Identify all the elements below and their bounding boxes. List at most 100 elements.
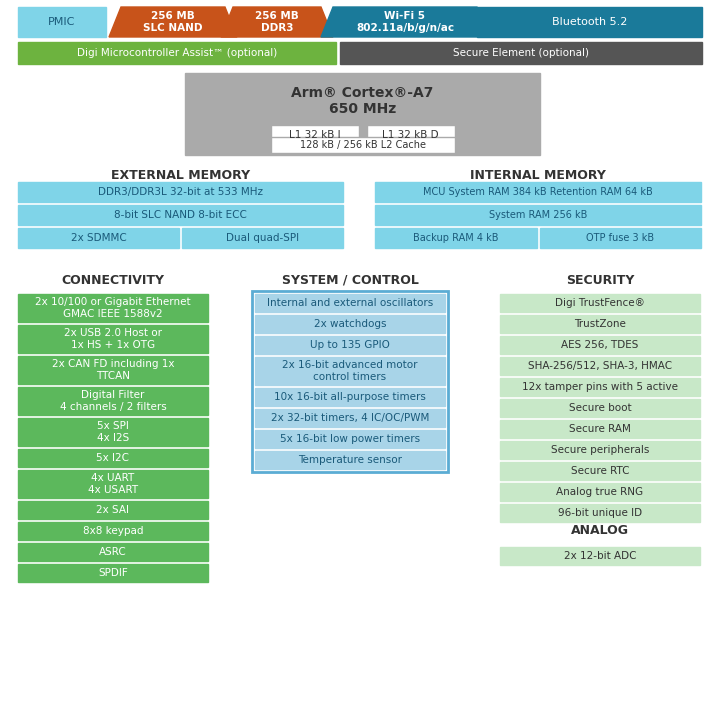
FancyBboxPatch shape — [18, 7, 106, 37]
FancyBboxPatch shape — [271, 137, 454, 153]
FancyBboxPatch shape — [500, 462, 700, 480]
FancyBboxPatch shape — [500, 420, 700, 438]
FancyBboxPatch shape — [18, 470, 208, 498]
FancyBboxPatch shape — [340, 42, 702, 64]
Text: Arm® Cortex®-A7: Arm® Cortex®-A7 — [292, 86, 433, 100]
FancyBboxPatch shape — [500, 483, 700, 501]
FancyBboxPatch shape — [18, 418, 208, 446]
Text: OTP fuse 3 kB: OTP fuse 3 kB — [586, 233, 654, 243]
FancyBboxPatch shape — [500, 547, 700, 565]
FancyBboxPatch shape — [255, 430, 445, 448]
FancyBboxPatch shape — [500, 294, 700, 312]
Text: 8-bit SLC NAND 8-bit ECC: 8-bit SLC NAND 8-bit ECC — [114, 210, 247, 220]
FancyBboxPatch shape — [255, 315, 445, 333]
FancyBboxPatch shape — [18, 294, 208, 322]
Text: 2x CAN FD including 1x
TTCAN: 2x CAN FD including 1x TTCAN — [52, 359, 174, 381]
Text: Secure boot: Secure boot — [569, 403, 631, 413]
FancyBboxPatch shape — [255, 388, 445, 406]
Text: Temperature sensor: Temperature sensor — [298, 455, 402, 465]
FancyBboxPatch shape — [500, 336, 700, 354]
FancyBboxPatch shape — [18, 449, 208, 467]
Text: TrustZone: TrustZone — [574, 319, 626, 329]
FancyBboxPatch shape — [539, 228, 701, 248]
Text: Secure Element (optional): Secure Element (optional) — [453, 48, 589, 58]
Text: 10x 16-bit all-purpose timers: 10x 16-bit all-purpose timers — [274, 392, 426, 402]
Text: Digi TrustFence®: Digi TrustFence® — [555, 298, 645, 308]
FancyBboxPatch shape — [255, 357, 445, 385]
Text: SECURITY: SECURITY — [566, 274, 634, 287]
Text: 2x 16-bit advanced motor
control timers: 2x 16-bit advanced motor control timers — [282, 360, 418, 382]
FancyBboxPatch shape — [500, 399, 700, 417]
FancyBboxPatch shape — [18, 501, 208, 519]
Text: 4x UART
4x USART: 4x UART 4x USART — [88, 473, 138, 495]
Polygon shape — [109, 7, 237, 37]
Text: ANALOG: ANALOG — [571, 524, 629, 538]
FancyBboxPatch shape — [255, 336, 445, 354]
Text: SHA-256/512, SHA-3, HMAC: SHA-256/512, SHA-3, HMAC — [528, 361, 672, 371]
Text: Secure RAM: Secure RAM — [569, 424, 631, 434]
Text: Analog true RNG: Analog true RNG — [557, 487, 644, 497]
Text: 2x 12-bit ADC: 2x 12-bit ADC — [564, 551, 636, 561]
Text: Digital Filter
4 channels / 2 filters: Digital Filter 4 channels / 2 filters — [60, 390, 166, 412]
FancyBboxPatch shape — [18, 325, 208, 353]
FancyBboxPatch shape — [18, 182, 343, 202]
FancyBboxPatch shape — [500, 315, 700, 333]
FancyBboxPatch shape — [18, 228, 179, 248]
Text: Bluetooth 5.2: Bluetooth 5.2 — [552, 17, 627, 27]
Text: Internal and external oscillators: Internal and external oscillators — [267, 298, 433, 308]
Text: Backup RAM 4 kB: Backup RAM 4 kB — [413, 233, 498, 243]
Text: 2x SAI: 2x SAI — [96, 505, 130, 515]
Text: Secure peripherals: Secure peripherals — [551, 445, 649, 455]
FancyBboxPatch shape — [182, 228, 343, 248]
FancyBboxPatch shape — [18, 356, 208, 384]
Text: Digi Microcontroller Assist™ (optional): Digi Microcontroller Assist™ (optional) — [77, 48, 277, 58]
Text: 2x USB 2.0 Host or
1x HS + 1x OTG: 2x USB 2.0 Host or 1x HS + 1x OTG — [64, 328, 162, 350]
Text: System RAM 256 kB: System RAM 256 kB — [489, 210, 588, 220]
Text: 5x I2C: 5x I2C — [96, 453, 130, 463]
FancyBboxPatch shape — [500, 504, 700, 522]
FancyBboxPatch shape — [271, 125, 359, 145]
Text: Secure RTC: Secure RTC — [571, 466, 629, 476]
Polygon shape — [221, 7, 333, 37]
Text: 256 MB
DDR3: 256 MB DDR3 — [255, 12, 299, 33]
Text: 5x 16-bit low power timers: 5x 16-bit low power timers — [280, 434, 420, 444]
FancyBboxPatch shape — [18, 205, 343, 225]
FancyBboxPatch shape — [18, 42, 336, 64]
FancyBboxPatch shape — [375, 228, 536, 248]
Text: SYSTEM / CONTROL: SYSTEM / CONTROL — [282, 274, 418, 287]
FancyBboxPatch shape — [185, 73, 540, 155]
Text: L1 32 kB D: L1 32 kB D — [382, 130, 438, 140]
FancyBboxPatch shape — [500, 357, 700, 375]
FancyBboxPatch shape — [375, 182, 701, 202]
Text: DDR3/DDR3L 32-bit at 533 MHz: DDR3/DDR3L 32-bit at 533 MHz — [98, 187, 263, 197]
Text: 8x8 keypad: 8x8 keypad — [83, 526, 143, 536]
FancyBboxPatch shape — [500, 441, 700, 459]
Text: Dual quad-SPI: Dual quad-SPI — [226, 233, 299, 243]
Text: 2x 10/100 or Gigabit Ethernet
GMAC IEEE 1588v2: 2x 10/100 or Gigabit Ethernet GMAC IEEE … — [35, 297, 191, 319]
Text: Wi-Fi 5
802.11a/b/g/n/ac: Wi-Fi 5 802.11a/b/g/n/ac — [356, 12, 454, 33]
Text: Up to 135 GPIO: Up to 135 GPIO — [310, 340, 390, 350]
Text: 2x 32-bit timers, 4 IC/OC/PWM: 2x 32-bit timers, 4 IC/OC/PWM — [271, 413, 429, 423]
Text: L1 32 kB I: L1 32 kB I — [289, 130, 341, 140]
Text: 2x watchdogs: 2x watchdogs — [314, 319, 386, 329]
Text: 12x tamper pins with 5 active: 12x tamper pins with 5 active — [522, 382, 678, 392]
FancyBboxPatch shape — [255, 451, 445, 469]
Text: ASRC: ASRC — [99, 547, 127, 557]
Text: AES 256, TDES: AES 256, TDES — [562, 340, 639, 350]
FancyBboxPatch shape — [477, 7, 702, 37]
Text: 2x SDMMC: 2x SDMMC — [71, 233, 127, 243]
FancyBboxPatch shape — [366, 125, 454, 145]
Text: EXTERNAL MEMORY: EXTERNAL MEMORY — [111, 168, 250, 181]
Text: INTERNAL MEMORY: INTERNAL MEMORY — [470, 168, 606, 181]
FancyBboxPatch shape — [18, 543, 208, 561]
Text: SPDIF: SPDIF — [98, 568, 128, 578]
Text: 650 MHz: 650 MHz — [329, 102, 396, 116]
Text: PMIC: PMIC — [48, 17, 76, 27]
Text: 5x SPI
4x I2S: 5x SPI 4x I2S — [97, 420, 129, 444]
FancyBboxPatch shape — [255, 294, 445, 312]
FancyBboxPatch shape — [375, 205, 701, 225]
Text: CONNECTIVITY: CONNECTIVITY — [61, 274, 164, 287]
Text: 256 MB
SLC NAND: 256 MB SLC NAND — [143, 12, 203, 33]
FancyBboxPatch shape — [18, 564, 208, 582]
FancyBboxPatch shape — [18, 522, 208, 540]
